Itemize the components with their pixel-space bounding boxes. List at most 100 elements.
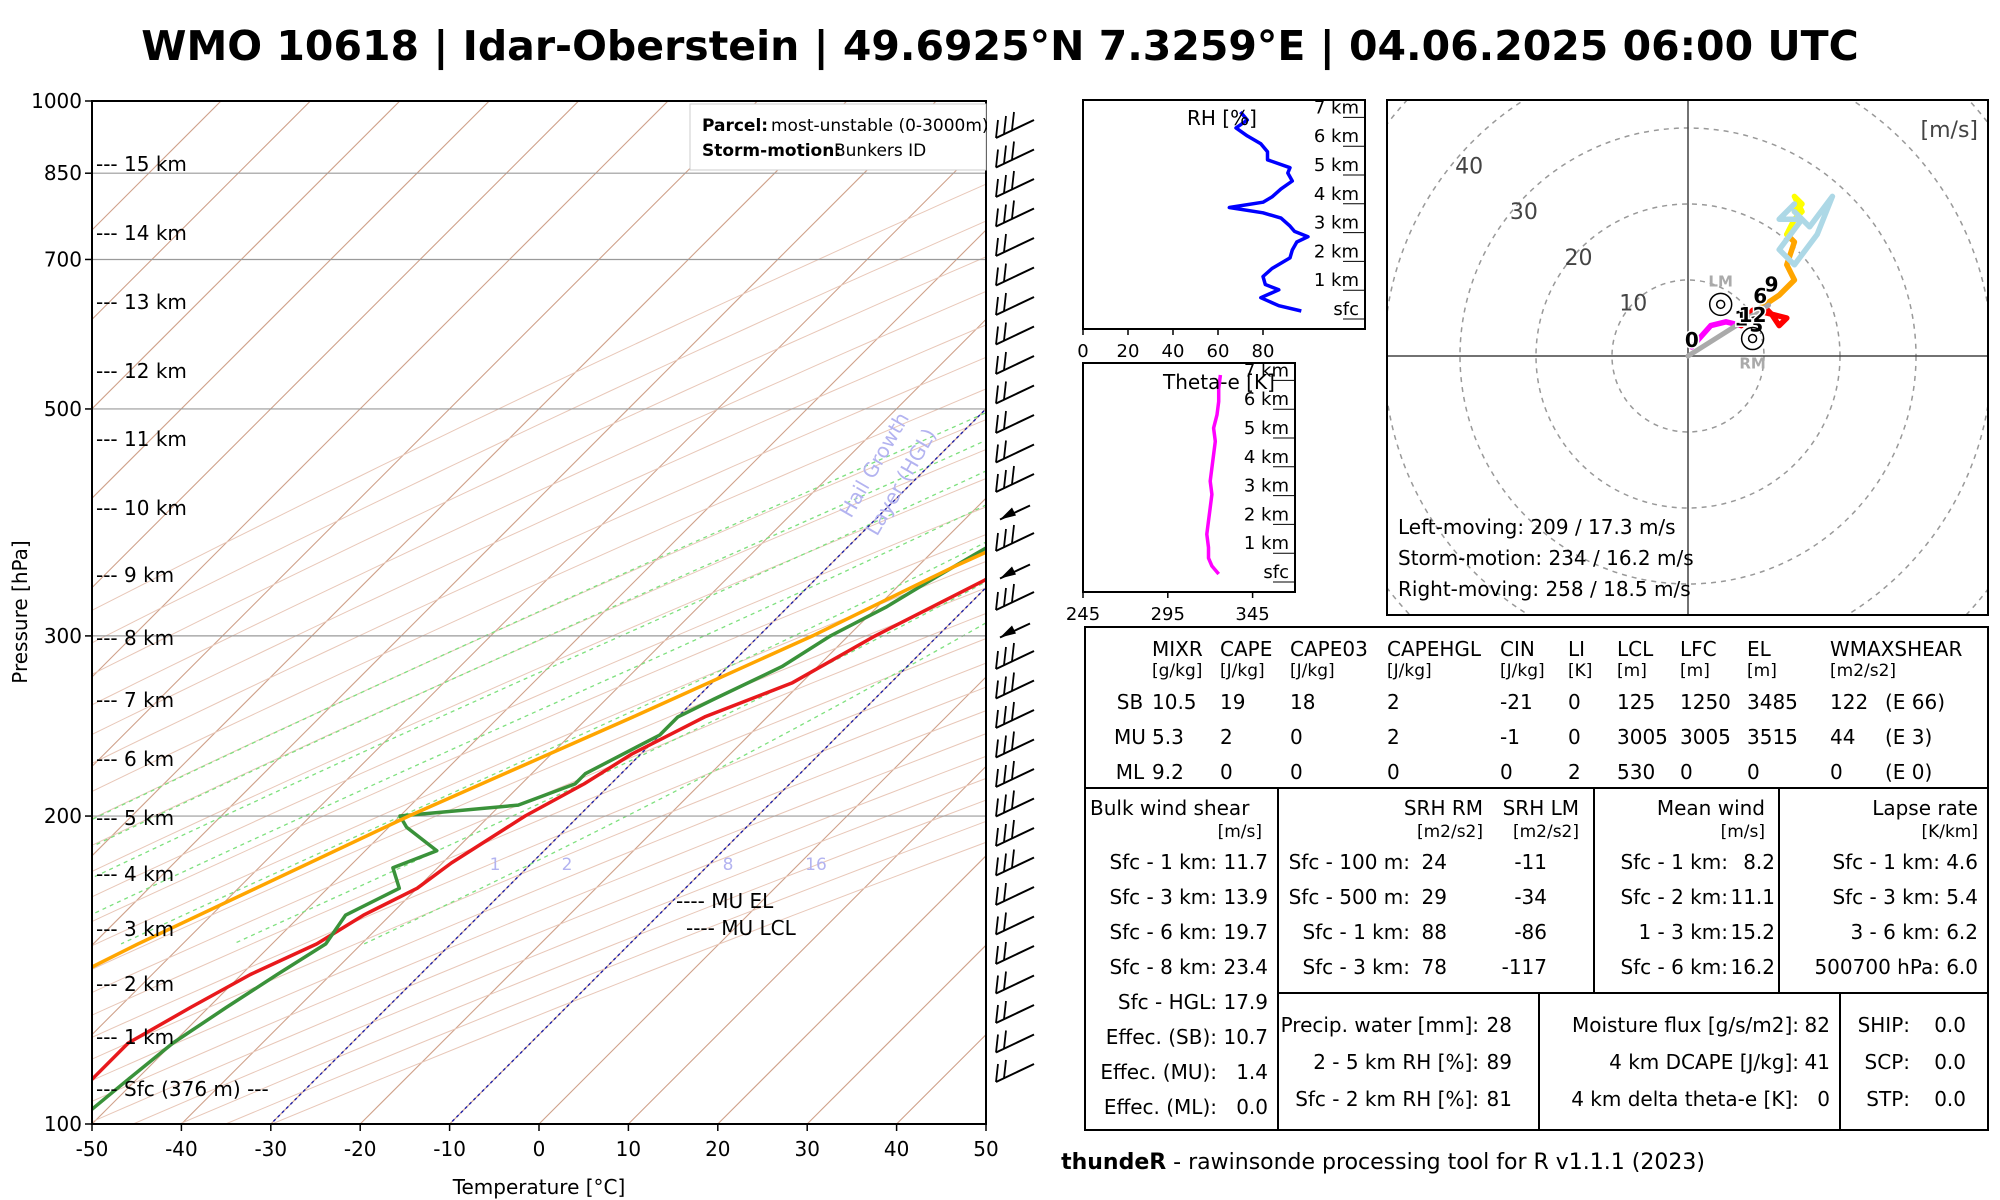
bulk-shear-key: Sfc - 6 km:: [1109, 920, 1217, 944]
bulk-shear-value: 23.4: [1223, 955, 1268, 979]
rh-x-tick-label: 80: [1252, 341, 1275, 362]
legend-parcel-key: Parcel:: [702, 116, 768, 136]
barb-flag: [1003, 587, 1007, 607]
mu-el-label: ---- MU EL: [676, 889, 774, 913]
wind-barb: [995, 882, 1035, 906]
srh-rm-unit: [m2/s2]: [1417, 822, 1483, 842]
bulk-shear-value: 0.0: [1236, 1095, 1268, 1119]
barb-staff: [995, 768, 1035, 788]
table-cell: 0: [1220, 760, 1233, 784]
barb-staff: [995, 1004, 1035, 1024]
composite-key: SHIP:: [1858, 1013, 1910, 1037]
bulk-shear-value: 11.7: [1223, 850, 1268, 874]
dry-adiabat: [92, 662, 986, 1038]
p-tick-label: 500: [44, 397, 82, 421]
table-cell: 0: [1290, 760, 1303, 784]
parcel-legend: Parcel: most-unstable (0-3000m) Storm-mo…: [689, 103, 989, 171]
mean-wind-key: Sfc - 1 km:: [1620, 850, 1728, 874]
x-tick-label: 0: [533, 1137, 546, 1161]
wind-barb: [995, 351, 1035, 375]
barb-staff: [995, 178, 1035, 198]
barb-flag: [1011, 111, 1015, 131]
barb-flag: [1003, 646, 1007, 666]
dry-adiabat: [92, 220, 986, 644]
theta-e-height-label: 4 km: [1244, 447, 1289, 468]
barb-flag: [1003, 735, 1007, 754]
moist-adiabat: [92, 411, 986, 821]
series-parcel: [1308, 101, 1732, 409]
rh-height-label: 7 km: [1314, 97, 1359, 118]
isotherm-line: [628, 765, 986, 1124]
rh-height-label: 4 km: [1314, 184, 1359, 205]
height-label: --- 8 km: [96, 626, 174, 650]
table-cell: -21: [1500, 690, 1533, 714]
table-cell: 5.3: [1152, 725, 1184, 749]
barb-staff: [995, 384, 1035, 405]
mixing-ratio-label: 1: [490, 855, 501, 875]
isotherm-line: [359, 497, 986, 1124]
moisture-value: 28: [1487, 1013, 1512, 1037]
theta-e-x-tick-label: 345: [1235, 604, 1269, 625]
table-cell: 2: [1387, 690, 1400, 714]
bulk-shear-key: Sfc - 8 km:: [1109, 955, 1217, 979]
mean-wind-key: 1 - 3 km:: [1638, 920, 1728, 944]
moist-adiabat: [92, 470, 986, 879]
table-header: LFC: [1680, 637, 1717, 661]
series-temperature: [92, 577, 986, 1082]
barb-flag: [995, 650, 999, 670]
isotherm-line: [538, 676, 986, 1124]
barb-staff: [995, 591, 1035, 611]
barb-flag: [995, 296, 999, 316]
isotherm-line: [92, 101, 222, 231]
lapse-rate-key: 3 - 6 km:: [1850, 920, 1940, 944]
barb-flag: [995, 326, 999, 345]
mixing-ratio-label: 16: [805, 855, 827, 875]
barb-flag: [1003, 115, 1007, 135]
mixing-ratio-line: [1147, 101, 1409, 313]
rh-line: [1227, 110, 1310, 313]
table-cell: -1: [1500, 725, 1520, 749]
table-cell: 1250: [1680, 690, 1731, 714]
height-label: --- 5 km: [96, 806, 174, 830]
height-label: --- 11 km: [96, 427, 187, 451]
barb-staff: [995, 325, 1035, 346]
mean-wind-unit: [m/s]: [1721, 822, 1765, 842]
theta-e-line: [1205, 374, 1223, 576]
barb-flag: [1011, 849, 1015, 868]
wind-barb: [995, 410, 1035, 434]
bulk-shear-key: Sfc - 1 km:: [1109, 850, 1217, 874]
mean-wind-value: 16.2: [1730, 955, 1775, 979]
x-tick-label: 30: [794, 1137, 819, 1161]
hodo-height-label: 12: [1739, 303, 1767, 327]
table-header-unit: [m]: [1747, 661, 1777, 681]
barb-staff: [995, 148, 1035, 169]
mean-wind-key: Sfc - 6 km:: [1620, 955, 1728, 979]
wind-barb: [995, 672, 1035, 700]
flux-key: 4 km DCAPE [J/kg]:: [1609, 1050, 1799, 1074]
hodograph-unit: [m/s]: [1921, 118, 1978, 143]
table-cell: 19: [1220, 690, 1245, 714]
lapse-rate-value: 4.6: [1946, 850, 1978, 874]
skewt-background-lines: [92, 101, 1409, 1124]
table-header-unit: [g/kg]: [1152, 661, 1202, 681]
rh-panel: RH [%] 0 20 40 60 80 sfc 1 km 2 km 3 km 4 km 5 km 6…: [1077, 97, 1366, 362]
table-header-unit: [m]: [1680, 661, 1710, 681]
barb-flag: [995, 532, 999, 552]
barb-flag: [1011, 524, 1015, 544]
wind-barb: [995, 1059, 1035, 1083]
height-label: --- 7 km: [96, 688, 174, 712]
barb-staff: [995, 355, 1035, 375]
p-tick-label: 200: [44, 804, 82, 828]
barb-flag: [1011, 141, 1015, 160]
table-header-unit: [m2/s2]: [1830, 661, 1896, 681]
wind-barb: [995, 819, 1035, 847]
barb-flag: [995, 149, 999, 168]
barb-pennant: [1000, 625, 1016, 638]
srh-rm-title: SRH RM: [1404, 796, 1483, 820]
barb-flag: [1003, 469, 1007, 489]
hodo-ring-label: 10: [1619, 291, 1647, 316]
wind-barb: [995, 440, 1035, 464]
barb-flag: [1003, 941, 1007, 961]
barb-flag: [1011, 819, 1015, 839]
barb-staff: [995, 473, 1035, 493]
